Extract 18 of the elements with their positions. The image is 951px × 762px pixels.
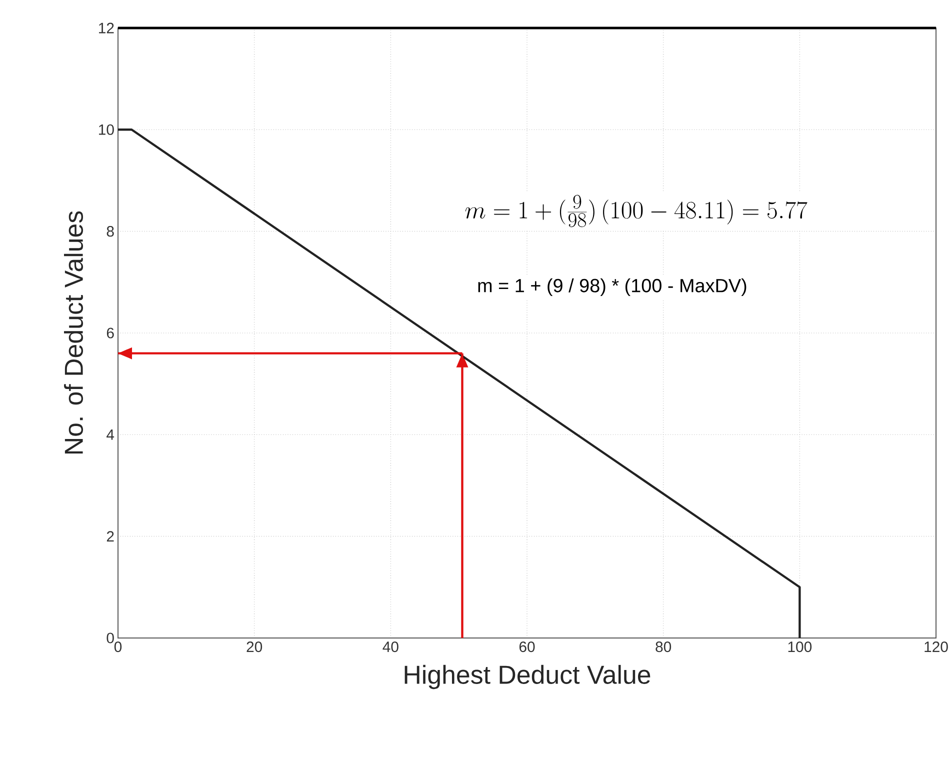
x-tick-label: 20 xyxy=(246,642,262,652)
x-tick-label: 60 xyxy=(519,642,535,652)
x-tick-label: 40 xyxy=(382,642,398,652)
y-tick-label: 12 xyxy=(99,22,114,34)
annotation: m = 1 + (9 / 98) * (100 - MaxDV) xyxy=(478,278,746,296)
x-axis-title: Highest Deduct Value xyxy=(404,664,650,690)
annotation: $m = 1 + (\frac{9}{98})\,(100-48.11) = 5.77$ xyxy=(465,194,808,228)
y-tick-label: 4 xyxy=(106,430,114,440)
x-tick-label: 120 xyxy=(924,642,948,652)
x-tick-label: 0 xyxy=(114,642,122,652)
y-tick-label: 10 xyxy=(99,124,114,135)
y-tick-label: 2 xyxy=(106,531,114,542)
y-tick-label: 6 xyxy=(106,328,114,338)
x-tick-label: 80 xyxy=(656,642,672,652)
y-axis-title: No. of Deduct Values xyxy=(64,211,84,454)
y-tick-label: 8 xyxy=(106,226,114,237)
y-tick-label: 0 xyxy=(106,632,114,644)
x-tick-label: 100 xyxy=(788,642,812,652)
